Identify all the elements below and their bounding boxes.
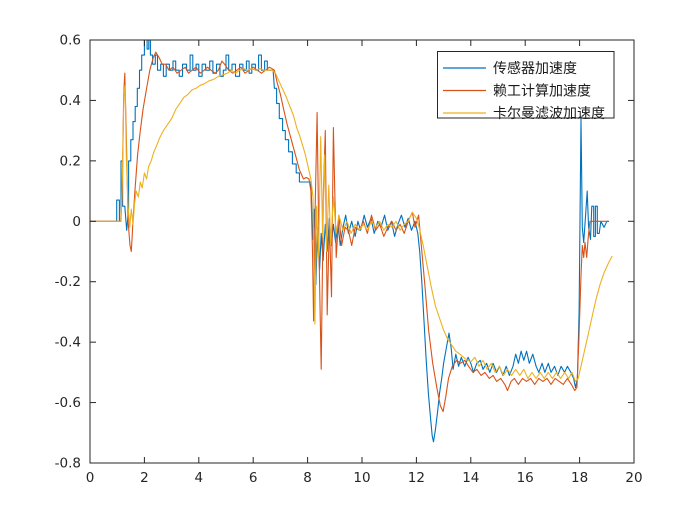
x-tick-label: 4 [195, 470, 204, 486]
tick-marks [89, 39, 635, 464]
y-tick-label: -0.4 [55, 335, 81, 351]
legend-entry: 传感器加速度 [443, 60, 577, 77]
legend-entry: 卡尔曼滤波加速度 [443, 106, 605, 122]
y-tick-label: -0.2 [55, 274, 81, 290]
series-lines [90, 40, 613, 443]
x-tick-label: 0 [86, 470, 95, 486]
y-tick-label: -0.8 [55, 456, 81, 472]
legend-entry-label: 卡尔曼滤波加速度 [493, 106, 605, 122]
legend-entry-label: 传感器加速度 [493, 60, 577, 77]
x-tick-label: 16 [517, 470, 534, 486]
series-line [90, 51, 609, 413]
x-tick-label: 2 [140, 470, 149, 486]
y-tick-label: 0.2 [60, 153, 81, 169]
y-tick-label: 0.6 [60, 33, 81, 49]
y-axis-tick-labels: -0.8 -0.6 -0.4 -0.2 0 0.2 0.4 0.6 [55, 33, 81, 472]
x-tick-label: 6 [249, 470, 258, 486]
x-axis-tick-labels: 0 2 4 6 8 10 12 14 16 18 20 [86, 470, 643, 486]
x-tick-label: 10 [353, 470, 370, 486]
x-tick-label: 18 [571, 470, 588, 486]
x-tick-label: 12 [408, 470, 425, 486]
y-tick-label: 0 [72, 214, 81, 230]
series-line [90, 68, 613, 382]
legend-entry: 赖工计算加速度 [443, 84, 591, 100]
y-tick-label: -0.6 [55, 395, 81, 411]
x-tick-label: 20 [625, 470, 642, 486]
legend-box [437, 51, 615, 119]
y-tick-label: 0.4 [60, 93, 81, 109]
legend-entry-label: 赖工计算加速度 [493, 84, 591, 100]
x-tick-label: 8 [303, 470, 312, 486]
legend: 传感器加速度 赖工计算加速度 卡尔曼滤波加速度 [437, 51, 615, 122]
x-tick-label: 14 [462, 470, 479, 486]
